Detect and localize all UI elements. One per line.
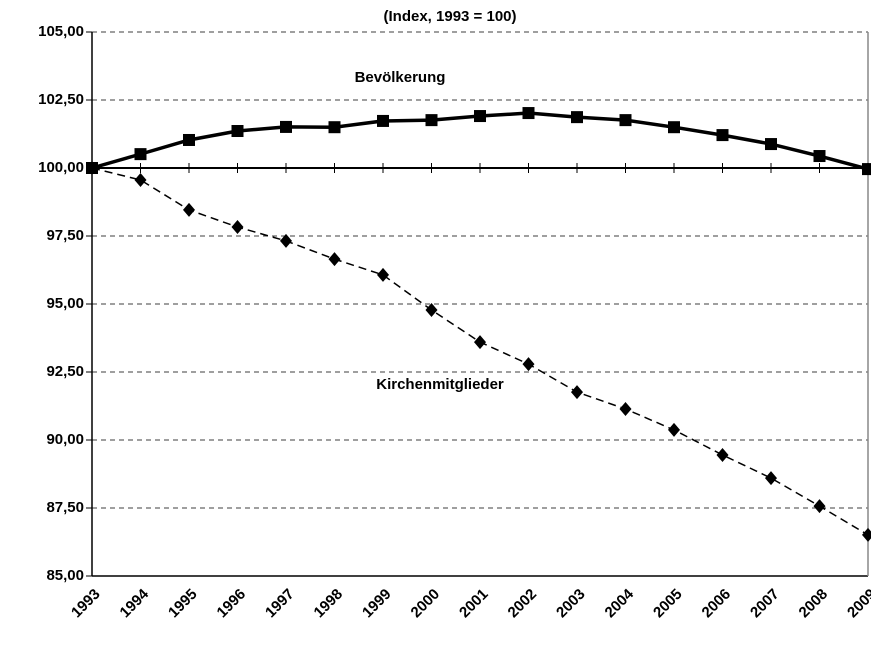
marker — [716, 129, 729, 142]
marker — [862, 527, 871, 542]
marker — [862, 163, 871, 176]
marker — [522, 357, 535, 372]
y-tick-label: 87,50 — [46, 499, 84, 516]
series-label: Bevölkerung — [355, 69, 446, 86]
y-tick-label: 92,50 — [46, 363, 84, 380]
y-tick-label: 97,50 — [46, 227, 84, 244]
x-tick-label: 1998 — [311, 586, 347, 622]
marker — [425, 302, 438, 317]
marker — [280, 233, 292, 248]
marker — [425, 114, 438, 127]
y-tick-label: 90,00 — [46, 431, 84, 448]
y-tick-label: 105,00 — [38, 23, 84, 40]
x-tick-label: 1999 — [359, 586, 395, 622]
marker — [474, 110, 486, 123]
y-tick-label: 85,00 — [46, 567, 84, 584]
x-tick-label: 2006 — [699, 586, 735, 622]
marker — [231, 220, 244, 235]
x-tick-label: 2001 — [456, 586, 492, 622]
series-line — [91, 167, 869, 536]
marker — [280, 120, 292, 133]
marker — [377, 114, 389, 127]
x-tick-label: 1996 — [214, 586, 250, 622]
marker — [619, 401, 632, 416]
marker — [134, 148, 147, 161]
marker — [765, 471, 777, 486]
marker — [813, 150, 826, 163]
x-tick-label: 2005 — [650, 586, 686, 622]
chart-title: (Index, 1993 = 100) — [384, 8, 517, 25]
marker — [328, 121, 341, 134]
marker — [619, 114, 632, 127]
marker — [765, 138, 777, 151]
marker — [183, 202, 195, 217]
marker — [474, 335, 486, 350]
marker — [716, 447, 729, 462]
x-tick-label: 2009 — [844, 586, 871, 622]
marker — [134, 172, 147, 187]
marker — [668, 121, 680, 134]
marker — [183, 133, 195, 146]
marker — [571, 111, 583, 124]
marker — [231, 125, 244, 138]
marker — [86, 161, 98, 175]
marker — [571, 385, 583, 400]
x-tick-label: 2008 — [796, 586, 832, 622]
marker — [377, 267, 389, 282]
x-tick-label: 1993 — [68, 586, 104, 622]
marker — [522, 107, 535, 120]
x-tick-label: 1995 — [165, 586, 201, 622]
x-tick-label: 2000 — [408, 586, 444, 622]
x-tick-label: 2003 — [553, 586, 589, 622]
marker — [328, 252, 341, 267]
series-label: Kirchenmitglieder — [376, 376, 504, 393]
x-tick-label: 2002 — [505, 586, 541, 622]
x-tick-label: 2004 — [602, 585, 638, 621]
marker — [813, 499, 826, 514]
marker — [668, 422, 680, 437]
x-tick-label: 1994 — [117, 585, 153, 621]
x-tick-label: 2007 — [747, 586, 783, 622]
y-tick-label: 100,00 — [38, 159, 84, 176]
x-tick-label: 1997 — [262, 586, 298, 622]
y-tick-label: 102,50 — [38, 91, 84, 108]
y-tick-label: 95,00 — [46, 295, 84, 312]
